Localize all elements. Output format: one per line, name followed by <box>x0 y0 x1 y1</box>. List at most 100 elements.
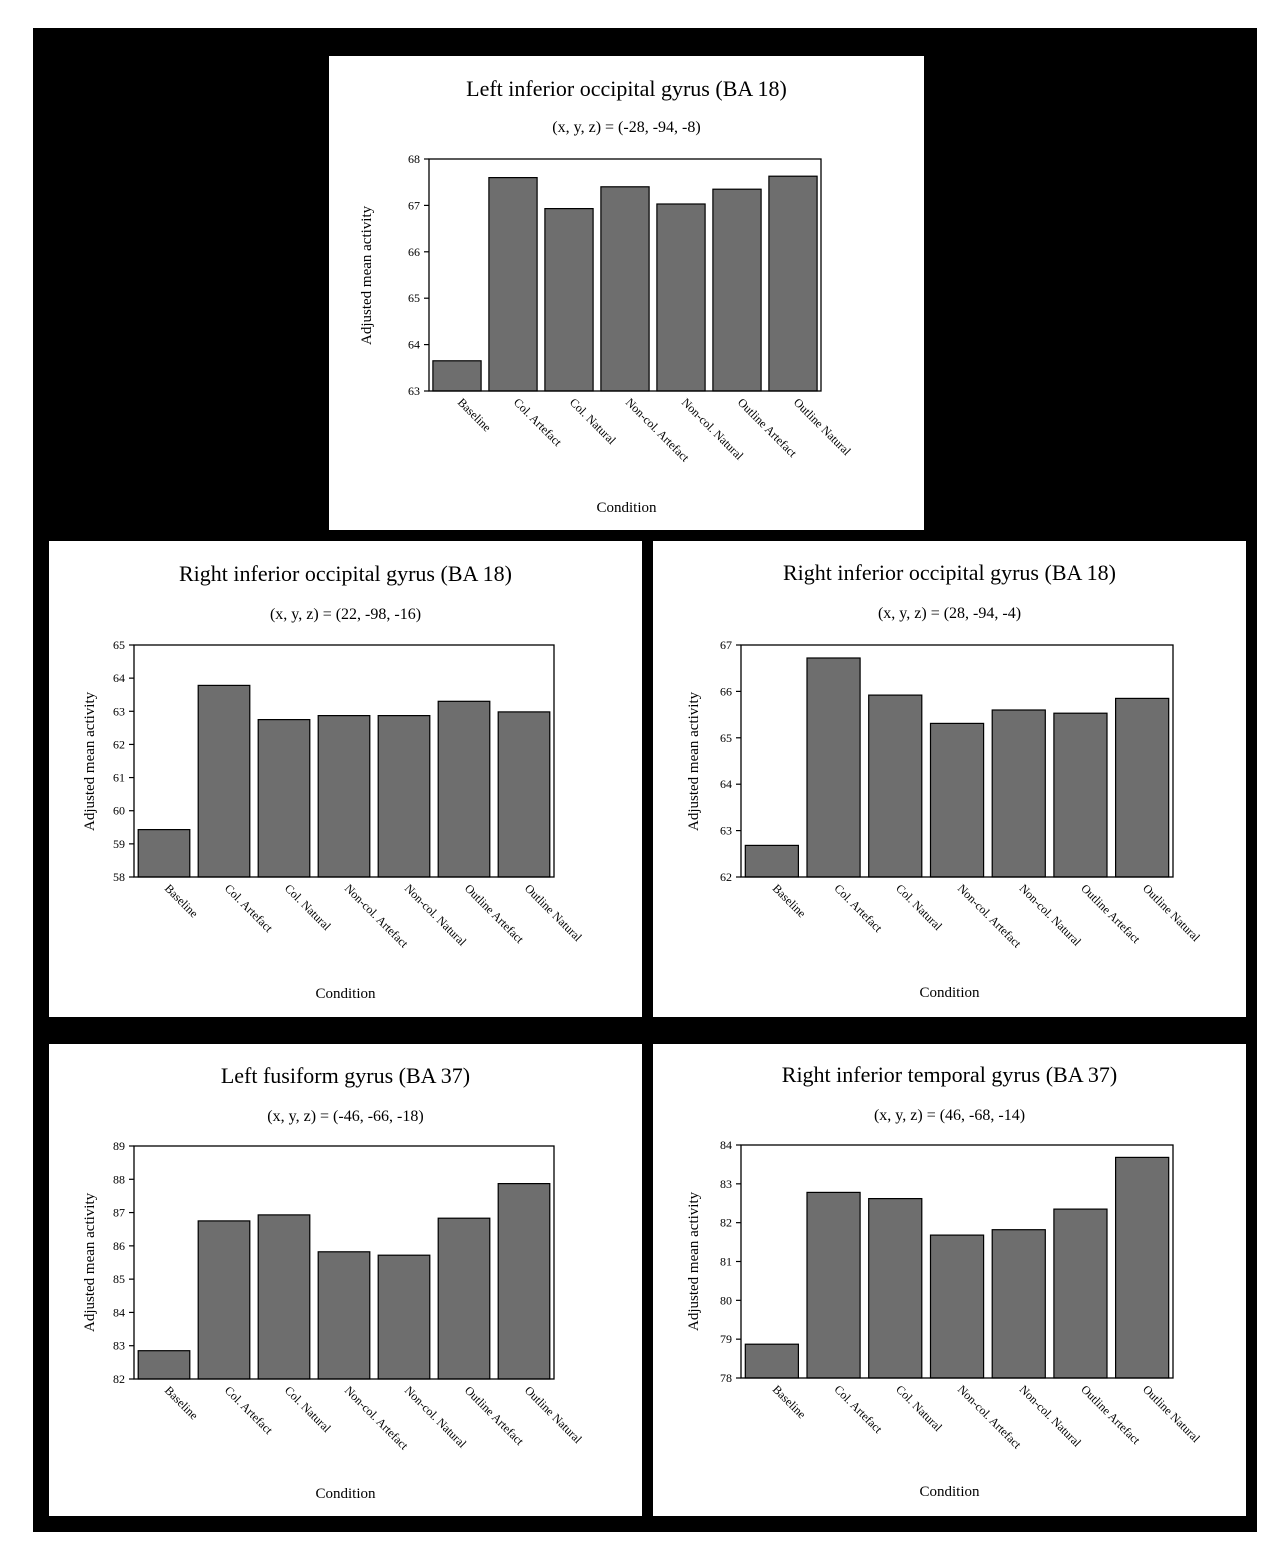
bar-4 <box>317 715 371 878</box>
y-tick-label: 63 <box>720 824 732 838</box>
y-tick-label: 63 <box>113 704 125 718</box>
bar-4 <box>317 1251 371 1380</box>
bar-7 <box>1115 1156 1170 1379</box>
bar-2 <box>197 684 251 878</box>
x-tick-label: Non-col. Natural <box>1017 1382 1085 1450</box>
plot-frame <box>428 158 822 392</box>
x-axis-label: Condition <box>919 985 980 1001</box>
y-tick-label: 62 <box>720 870 732 884</box>
x-tick-label: Col. Artefact <box>222 881 276 935</box>
bar-3 <box>257 1214 311 1380</box>
chart-title: Left fusiform gyrus (BA 37) <box>220 1063 471 1088</box>
chart-subtitle: (x, y, z) = (28, -94, -4) <box>877 605 1022 622</box>
x-tick-label: Non-col. Natural <box>402 1383 470 1451</box>
x-axis-label: Condition <box>919 1484 980 1500</box>
y-tick-label: 86 <box>113 1239 125 1253</box>
x-tick-label: Outline Artefact <box>1078 1382 1143 1447</box>
plot-frame <box>740 644 1174 878</box>
y-tick-label: 58 <box>113 870 125 884</box>
x-tick-label: Baseline <box>162 881 201 920</box>
x-tick-label: Col. Artefact <box>222 1383 276 1437</box>
x-tick-label: Non-col. Natural <box>1017 881 1085 949</box>
x-axis-label: Condition <box>315 1486 376 1502</box>
y-tick-label: 65 <box>408 291 420 305</box>
bar-6 <box>437 700 491 878</box>
plot-frame <box>133 644 555 878</box>
y-tick-label: 87 <box>113 1206 125 1220</box>
chart-subtitle: (x, y, z) = (-46, -66, -18) <box>267 1108 424 1125</box>
y-tick-label: 79 <box>720 1332 732 1346</box>
figure-background: Left inferior occipital gyrus (BA 18) (x… <box>33 28 1257 1532</box>
chart-title: Right inferior occipital gyrus (BA 18) <box>179 561 512 586</box>
bar-7 <box>497 711 551 878</box>
chart-title: Right inferior occipital gyrus (BA 18) <box>783 560 1116 585</box>
chart-panel-right-inferior-occipital-b: Right inferior occipital gyrus (BA 18) (… <box>653 541 1246 1017</box>
bar-7 <box>497 1183 551 1380</box>
x-tick-label: Outline Artefact <box>462 1383 527 1448</box>
bar-6 <box>1053 1208 1108 1379</box>
x-tick-label: Baseline <box>770 1382 809 1421</box>
y-tick-label: 84 <box>720 1138 732 1152</box>
x-tick-label: Col. Natural <box>567 395 619 447</box>
y-tick-label: 65 <box>113 638 125 652</box>
bar-2 <box>806 1191 861 1379</box>
y-tick-label: 82 <box>113 1372 125 1386</box>
x-tick-label: Outline Natural <box>522 1383 585 1446</box>
x-tick-label: Baseline <box>770 881 809 920</box>
bar-4 <box>929 1234 985 1379</box>
y-tick-label: 66 <box>408 245 420 259</box>
bar-2 <box>197 1220 251 1380</box>
y-tick-label: 84 <box>113 1305 125 1319</box>
y-tick-label: 83 <box>113 1339 125 1353</box>
x-tick-label: Non-col. Artefact <box>342 1383 412 1453</box>
y-tick-label: 68 <box>408 152 420 166</box>
x-tick-label: Outline Natural <box>1140 881 1203 944</box>
x-tick-label: Outline Natural <box>522 881 585 944</box>
x-tick-label: Non-col. Artefact <box>342 881 412 951</box>
bar-6 <box>1053 712 1108 878</box>
y-tick-label: 80 <box>720 1293 732 1307</box>
bar-7 <box>1115 697 1170 878</box>
x-axis-label: Condition <box>596 500 657 516</box>
bar-6 <box>437 1217 491 1380</box>
bar-1 <box>432 360 482 392</box>
bar-2 <box>488 176 538 392</box>
chart-subtitle: (x, y, z) = (-28, -94, -8) <box>552 119 701 136</box>
bar-5 <box>377 715 431 878</box>
bar-7 <box>768 175 818 392</box>
bar-3 <box>257 719 311 878</box>
x-tick-label: Col. Artefact <box>831 881 885 935</box>
chart-panel-right-inferior-temporal: Right inferior temporal gyrus (BA 37) (x… <box>653 1044 1246 1516</box>
y-tick-label: 85 <box>113 1272 125 1286</box>
bar-1 <box>744 1343 800 1379</box>
y-tick-label: 67 <box>720 638 732 652</box>
bar-5 <box>991 1229 1046 1379</box>
x-tick-label: Col. Natural <box>282 1383 334 1435</box>
y-tick-label: 60 <box>113 804 125 818</box>
x-tick-label: Col. Artefact <box>831 1382 885 1436</box>
y-tick-label: 67 <box>408 198 420 212</box>
y-tick-label: 88 <box>113 1172 125 1186</box>
x-tick-label: Outline Artefact <box>462 881 527 946</box>
y-tick-label: 82 <box>720 1216 732 1230</box>
bar-3 <box>868 694 923 878</box>
bar-5 <box>991 709 1046 878</box>
chart-panel-right-inferior-occipital-a: Right inferior occipital gyrus (BA 18) (… <box>49 541 642 1017</box>
bar-chart-svg: 58 59 60 61 62 63 64 65 Baseline Col. Artefact Col… <box>113 638 585 951</box>
x-tick-label: Col. Natural <box>893 881 945 933</box>
chart-title: Left inferior occipital gyrus (BA 18) <box>466 76 787 101</box>
y-tick-label: 64 <box>408 338 420 352</box>
y-tick-label: 64 <box>720 777 732 791</box>
y-tick-label: 63 <box>408 384 420 398</box>
x-tick-label: Non-col. Artefact <box>955 881 1025 951</box>
x-tick-label: Col. Natural <box>893 1382 945 1434</box>
bar-chart-svg: 63 64 65 66 67 68 Baseline Col. Artefact Col. Na… <box>408 152 854 465</box>
y-tick-label: 65 <box>720 731 732 745</box>
y-tick-label: 81 <box>720 1255 732 1269</box>
bar-1 <box>137 829 191 878</box>
bar-chart-svg: 78 79 80 81 82 83 84 Baseline Col. Artefact Col. … <box>720 1138 1203 1452</box>
bar-chart-svg: 82 83 84 85 86 87 88 89 Baseline Col. Artefact Col… <box>113 1139 585 1453</box>
bar-6 <box>712 188 762 392</box>
x-tick-label: Col. Natural <box>282 881 334 933</box>
plot-frame <box>133 1145 555 1380</box>
